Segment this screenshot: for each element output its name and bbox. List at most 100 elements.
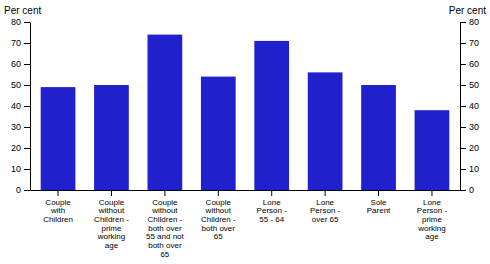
y2-tick-label: 70 — [469, 38, 479, 48]
y2-tick-mark — [460, 22, 466, 23]
bar — [201, 77, 236, 190]
x-tick-label-line: working — [97, 232, 126, 241]
y2-tick: 60 — [460, 59, 479, 69]
y-tick-mark — [24, 148, 30, 149]
y-tick-label: 10 — [11, 164, 21, 174]
y-tick: 30 — [11, 122, 30, 132]
plot: CouplewithChildren CouplewithoutChildren … — [11, 17, 479, 258]
y-tick-label: 40 — [11, 101, 21, 111]
x-tick-label-line: age — [105, 241, 119, 250]
bar — [94, 85, 129, 190]
x-tick-label: CouplewithoutChildren -both over55 and n… — [146, 198, 185, 259]
x-tick: LonePerson -55 - 64 — [257, 190, 288, 224]
y2-tick: 40 — [460, 101, 479, 111]
x-tick: CouplewithoutChildren -both over65 — [201, 190, 236, 241]
x-tick-label-line: 65 — [214, 232, 223, 241]
chart-container: CouplewithChildren CouplewithoutChildren … — [0, 0, 490, 264]
x-tick-label-line: both over — [148, 241, 182, 250]
y-tick: 10 — [11, 164, 30, 174]
y-tick-label: 0 — [16, 185, 21, 195]
x-tick-label-line: age — [425, 232, 439, 241]
bar — [148, 35, 183, 190]
axis-line — [31, 190, 461, 191]
y-tick-mark — [24, 127, 30, 128]
y-tick-mark — [24, 169, 30, 170]
y-tick: 50 — [11, 80, 30, 90]
y-tick-mark — [24, 190, 30, 191]
y2-tick-mark — [460, 169, 466, 170]
x-tick-label-line: over 65 — [312, 215, 339, 224]
y2-tick-mark — [460, 190, 466, 191]
y2-tick-label: 20 — [469, 143, 479, 153]
bar — [415, 110, 450, 190]
x-tick-mark — [111, 190, 112, 196]
y2-tick: 70 — [460, 38, 479, 48]
y2-tick-mark — [460, 43, 466, 44]
x-tick: LonePerson -primeworkingage — [417, 190, 448, 241]
y2-axis-label: Per cent — [449, 5, 486, 16]
y2-tick-mark — [460, 106, 466, 107]
chart-svg: CouplewithChildren CouplewithoutChildren … — [0, 0, 490, 264]
x-tick-mark — [218, 190, 219, 196]
x-tick-label: CouplewithChildren — [43, 198, 73, 224]
y-tick-mark — [24, 85, 30, 86]
y-tick-mark — [24, 64, 30, 65]
y-tick-label: 80 — [11, 17, 21, 27]
y-tick: 60 — [11, 59, 30, 69]
y2-tick-label: 30 — [469, 122, 479, 132]
y2-tick: 30 — [460, 122, 479, 132]
x-tick: CouplewithoutChildren -both over55 and n… — [146, 190, 185, 259]
x-tick-mark — [325, 190, 326, 196]
x-tick: LonePerson -over 65 — [310, 190, 341, 224]
y2-axis: 01020304050607080 — [460, 17, 479, 195]
y2-tick: 80 — [460, 17, 479, 27]
y2-tick-label: 40 — [469, 101, 479, 111]
y-tick-mark — [24, 43, 30, 44]
y2-tick-mark — [460, 127, 466, 128]
y-tick: 20 — [11, 143, 30, 153]
y2-tick-mark — [460, 148, 466, 149]
y-tick-label: 30 — [11, 122, 21, 132]
y-tick-label: 70 — [11, 38, 21, 48]
x-tick: CouplewithoutChildren -primeworkingage — [94, 190, 129, 250]
x-tick-label: SoleParent — [367, 198, 391, 216]
x-tick: SoleParent — [367, 190, 391, 215]
y2-tick: 10 — [460, 164, 479, 174]
bar — [308, 72, 343, 190]
x-tick-label: CouplewithoutChildren -primeworkingage — [94, 198, 129, 250]
x-tick-label: LonePerson -over 65 — [310, 198, 341, 224]
x-tick-label: CouplewithoutChildren -both over65 — [201, 198, 236, 242]
y2-tick-label: 80 — [469, 17, 479, 27]
x-tick-label: LonePerson -55 - 64 — [257, 198, 288, 224]
y2-tick-mark — [460, 85, 466, 86]
x-tick-mark — [431, 190, 432, 196]
y2-tick-label: 0 — [469, 185, 474, 195]
y2-tick: 20 — [460, 143, 479, 153]
y2-tick-mark — [460, 64, 466, 65]
y-tick-mark — [24, 22, 30, 23]
y-tick: 0 — [16, 185, 30, 195]
bar — [254, 41, 289, 190]
x-tick-mark — [378, 190, 379, 196]
y-tick: 80 — [11, 17, 30, 27]
x-tick-label-line: 55 and not — [146, 232, 185, 241]
y2-tick-label: 10 — [469, 164, 479, 174]
x-tick-label: LonePerson -primeworkingage — [417, 198, 448, 242]
x-tick-label-line: 65 — [160, 250, 169, 259]
x-tick-mark — [58, 190, 59, 196]
x-tick-label-line: 55 - 64 — [259, 215, 284, 224]
y-tick-label: 20 — [11, 143, 21, 153]
x-axis: CouplewithChildren CouplewithoutChildren … — [31, 190, 461, 259]
y-axis: 0 10 20 30 40 50 60 70 80 — [11, 17, 31, 195]
y-tick: 40 — [11, 101, 30, 111]
x-tick-mark — [164, 190, 165, 196]
bar — [41, 87, 76, 190]
y-tick-mark — [24, 106, 30, 107]
y-tick: 70 — [11, 38, 30, 48]
bar — [361, 85, 396, 190]
x-tick: CouplewithChildren — [43, 190, 73, 224]
x-tick-mark — [271, 190, 272, 196]
axis-line — [30, 23, 31, 191]
bars — [41, 35, 450, 190]
y-tick-label: 60 — [11, 59, 21, 69]
